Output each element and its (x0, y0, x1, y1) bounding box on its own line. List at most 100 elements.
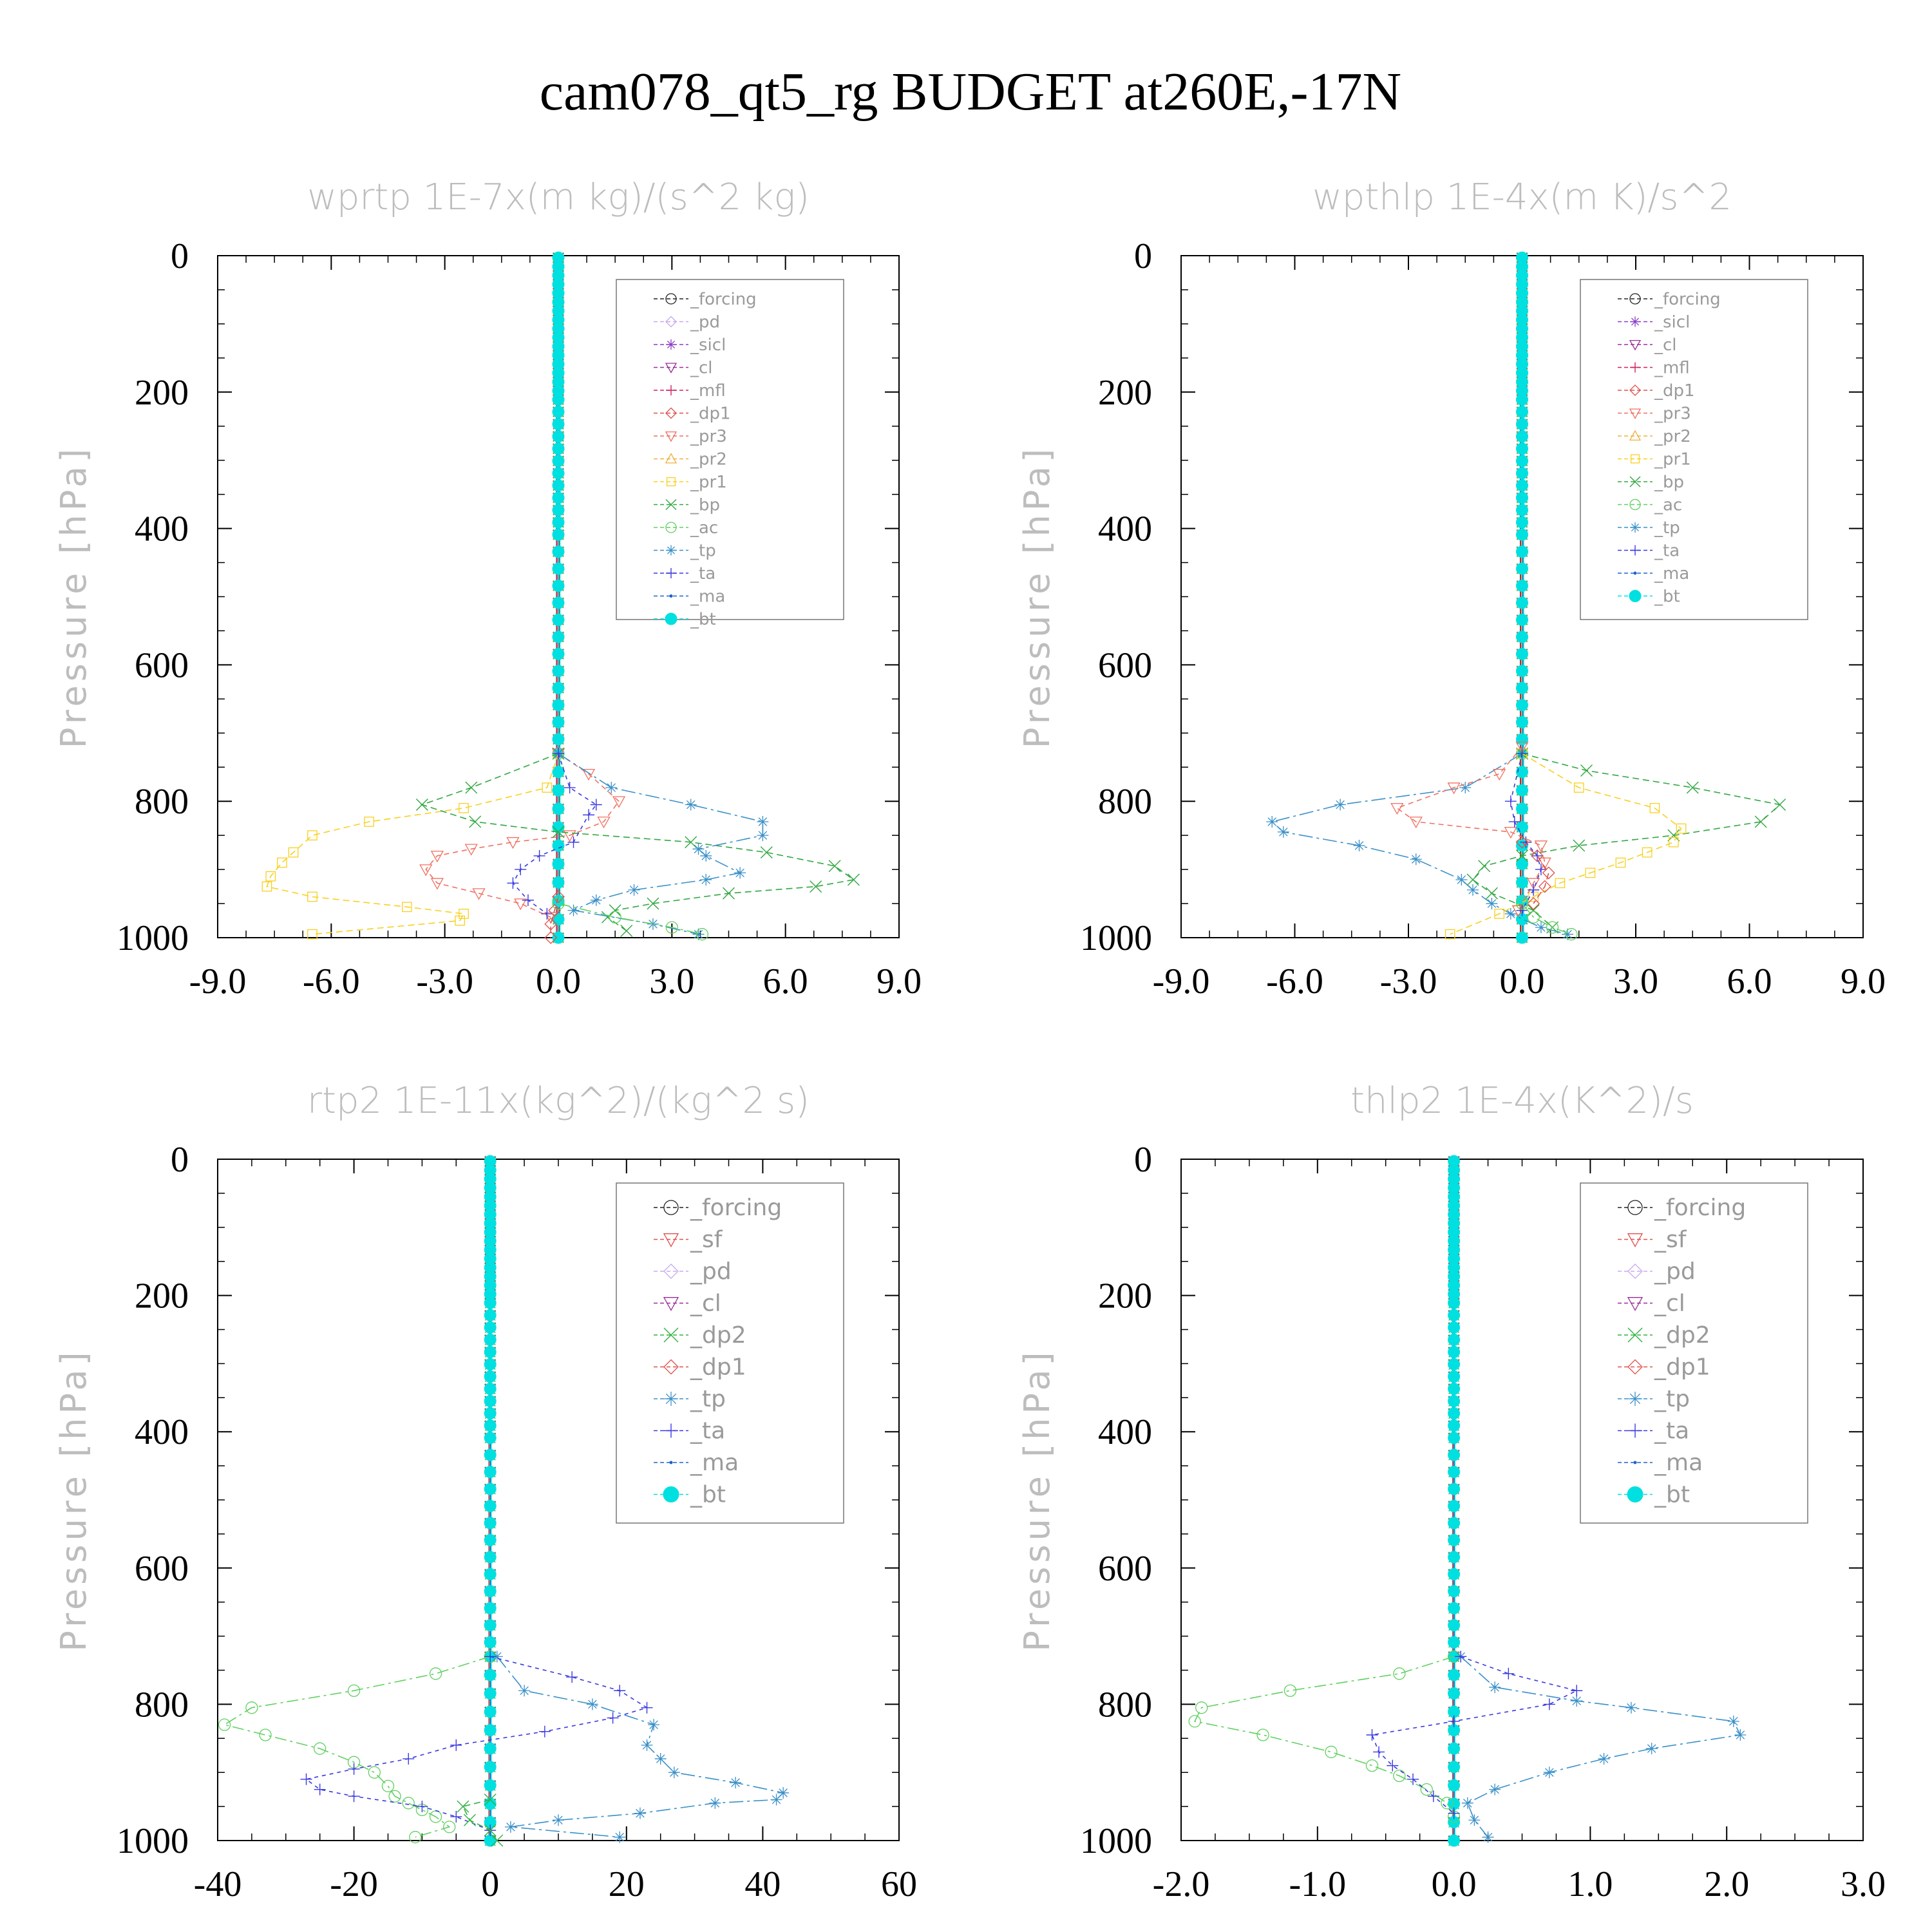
zero-marker-bt (484, 1333, 497, 1346)
data-point (504, 1821, 516, 1833)
x-tick-label: 0.0 (1500, 961, 1545, 1001)
legend-label: _ma (1654, 564, 1689, 583)
data-point (484, 1824, 497, 1837)
zero-marker-bt (1516, 733, 1528, 746)
data-point (1546, 921, 1559, 934)
series-tp (553, 748, 769, 940)
data-point (1493, 768, 1506, 781)
zero-marker-bt (552, 614, 565, 627)
zero-marker-bt (484, 1296, 497, 1309)
data-point (1504, 907, 1517, 920)
data-point (1444, 929, 1455, 940)
x-tick-label: 0.0 (536, 961, 581, 1001)
x-tick-label: 0.0 (1432, 1864, 1477, 1904)
data-point (1482, 1831, 1494, 1843)
zero-marker-bt (552, 665, 565, 677)
legend-label: _dp1 (690, 1354, 746, 1381)
zero-marker-bt (484, 1551, 497, 1564)
data-point (514, 898, 527, 911)
zero-marker-bt (1516, 699, 1528, 712)
zero-marker-bt (1516, 418, 1528, 431)
zero-marker-bt (552, 393, 565, 406)
data-point (1515, 897, 1529, 910)
data-point (760, 846, 773, 859)
y-axis-label: Pressure [hPa] (53, 445, 94, 748)
data-point (415, 798, 428, 811)
x-tick-label: 6.0 (763, 961, 808, 1001)
data-point (430, 878, 444, 890)
series-ac (1515, 897, 1578, 941)
data-point (300, 1773, 312, 1785)
data-point (348, 1763, 360, 1775)
data-point (409, 1831, 422, 1844)
data-point (368, 1766, 381, 1779)
x-tick-label: 2.0 (1704, 1864, 1749, 1904)
data-point (1407, 1773, 1419, 1785)
data-point (605, 782, 618, 794)
legend-box (1580, 279, 1808, 620)
zero-marker-bt (484, 1407, 497, 1420)
data-point (641, 1701, 653, 1714)
legend-marker-bp (665, 499, 677, 510)
legend-label: _pd (690, 1258, 732, 1285)
x-tick-label: 9.0 (876, 961, 922, 1001)
zero-marker-bt (552, 455, 565, 468)
legend-label: _pr3 (1654, 404, 1691, 424)
y-tick-label: 1000 (1080, 1821, 1152, 1861)
zero-marker-bt (552, 647, 565, 660)
zero-marker-bt (1448, 1370, 1461, 1383)
legend-marker-tp (666, 545, 676, 556)
y-tick-label: 400 (1098, 1412, 1152, 1452)
legend-label: _dp2 (690, 1322, 746, 1349)
series-bp (1466, 747, 1786, 934)
data-point (245, 1701, 258, 1714)
data-point (518, 1685, 531, 1697)
data-point (542, 782, 553, 793)
zero-marker-bt (484, 1779, 497, 1792)
data-point (628, 884, 640, 896)
data-point (1441, 1797, 1454, 1810)
legend-label: _forcing (1654, 290, 1721, 309)
legend-label: _cl (690, 1291, 721, 1317)
legend-label: _ta (1654, 542, 1680, 561)
zero-marker-bt (1516, 858, 1528, 871)
y-tick-label: 1000 (117, 918, 189, 958)
zero-marker-bt (1516, 442, 1528, 455)
zero-marker-bt (552, 596, 565, 609)
y-tick-label: 600 (135, 1549, 189, 1589)
legend-marker-bt (665, 612, 677, 625)
data-point (586, 1698, 598, 1710)
x-tick-label: -6.0 (1266, 961, 1323, 1001)
data-point (347, 1684, 361, 1697)
legend-marker-dp1 (665, 407, 677, 419)
data-point (1615, 857, 1626, 868)
data-point (1668, 837, 1679, 848)
zero-marker-bt (1448, 1358, 1461, 1370)
zero-marker-bt (552, 802, 565, 815)
data-point (261, 881, 272, 892)
series-line (1396, 746, 1546, 911)
legend-marker-tp (1630, 522, 1640, 533)
legend-marker-ma (1633, 1461, 1637, 1464)
data-point (1448, 1715, 1460, 1727)
data-point (1555, 878, 1566, 889)
data-point (277, 857, 287, 868)
series-dp1 (1188, 1650, 1461, 1823)
x-tick-label: -2.0 (1153, 1864, 1210, 1904)
x-tick-label: -9.0 (1153, 961, 1210, 1001)
zero-marker-bt (1448, 1407, 1461, 1420)
legend-label: _bp (1654, 473, 1684, 492)
zero-marker-bt (552, 858, 565, 871)
legend-label: _ma (690, 587, 725, 607)
data-point (459, 909, 469, 919)
zero-marker-bt (484, 1482, 497, 1495)
zero-marker-bt (1516, 516, 1528, 529)
data-point (757, 815, 769, 828)
legend-label: _forcing (690, 1195, 782, 1221)
series-ta (1504, 748, 1547, 916)
legend: _forcing _sf _pd _cl _dp2 _dp1 _tp _ta _ma _bt (616, 1182, 844, 1524)
data-point (544, 931, 558, 944)
panel-title: wprtp 1E-7x(m kg)/(s^2 kg) (307, 176, 810, 218)
zero-marker-bt (1516, 802, 1528, 815)
zero-marker-bt (552, 479, 565, 492)
